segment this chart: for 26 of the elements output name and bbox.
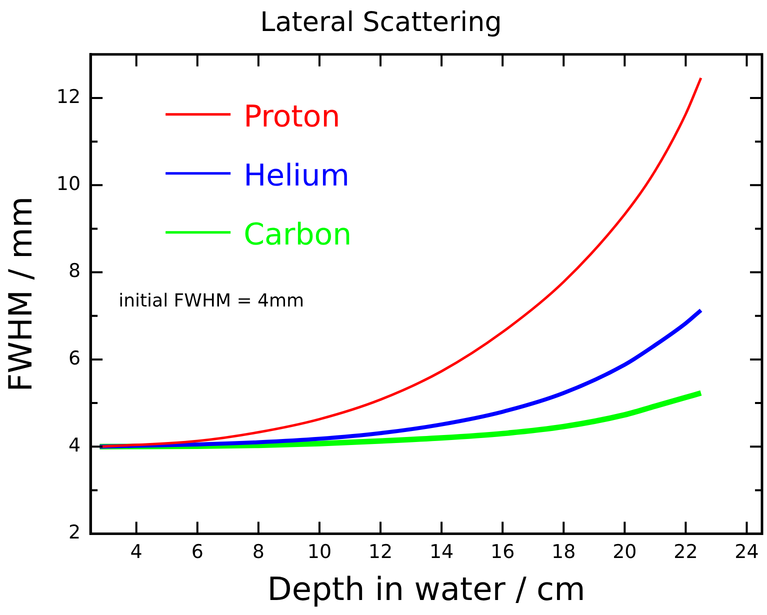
y-tick-label: 4 [68, 434, 81, 457]
y-tick-label: 6 [68, 347, 81, 370]
y-tick-label: 8 [68, 260, 81, 282]
x-tick-label: 8 [252, 541, 264, 564]
x-tick-label: 12 [368, 541, 393, 564]
y-tick-label: 2 [68, 522, 81, 544]
legend-label: Helium [244, 158, 350, 194]
y-tick-label: 12 [56, 86, 81, 108]
chart-title: Lateral Scattering [260, 7, 502, 38]
annotation: initial FWHM = 4mm [118, 290, 304, 312]
legend-label: Proton [244, 99, 340, 134]
x-tick-label: 22 [674, 541, 698, 564]
line-series [98, 308, 703, 449]
x-axis-title: Depth in water / cm [267, 570, 586, 608]
y-tick-label: 10 [56, 173, 81, 196]
legend-label: Carbon [244, 217, 352, 252]
line-series [98, 76, 702, 448]
x-tick-label: 10 [307, 541, 332, 564]
x-tick-label: 6 [191, 541, 204, 564]
x-tick-label: 24 [734, 541, 759, 564]
x-tick-label: 16 [490, 541, 515, 564]
x-tick-label: 4 [130, 541, 142, 564]
x-tick-label: 20 [612, 541, 637, 564]
y-axis-title: FWHM / mm [2, 196, 40, 392]
x-tick-label: 14 [429, 541, 454, 564]
x-tick-label: 18 [552, 541, 576, 564]
